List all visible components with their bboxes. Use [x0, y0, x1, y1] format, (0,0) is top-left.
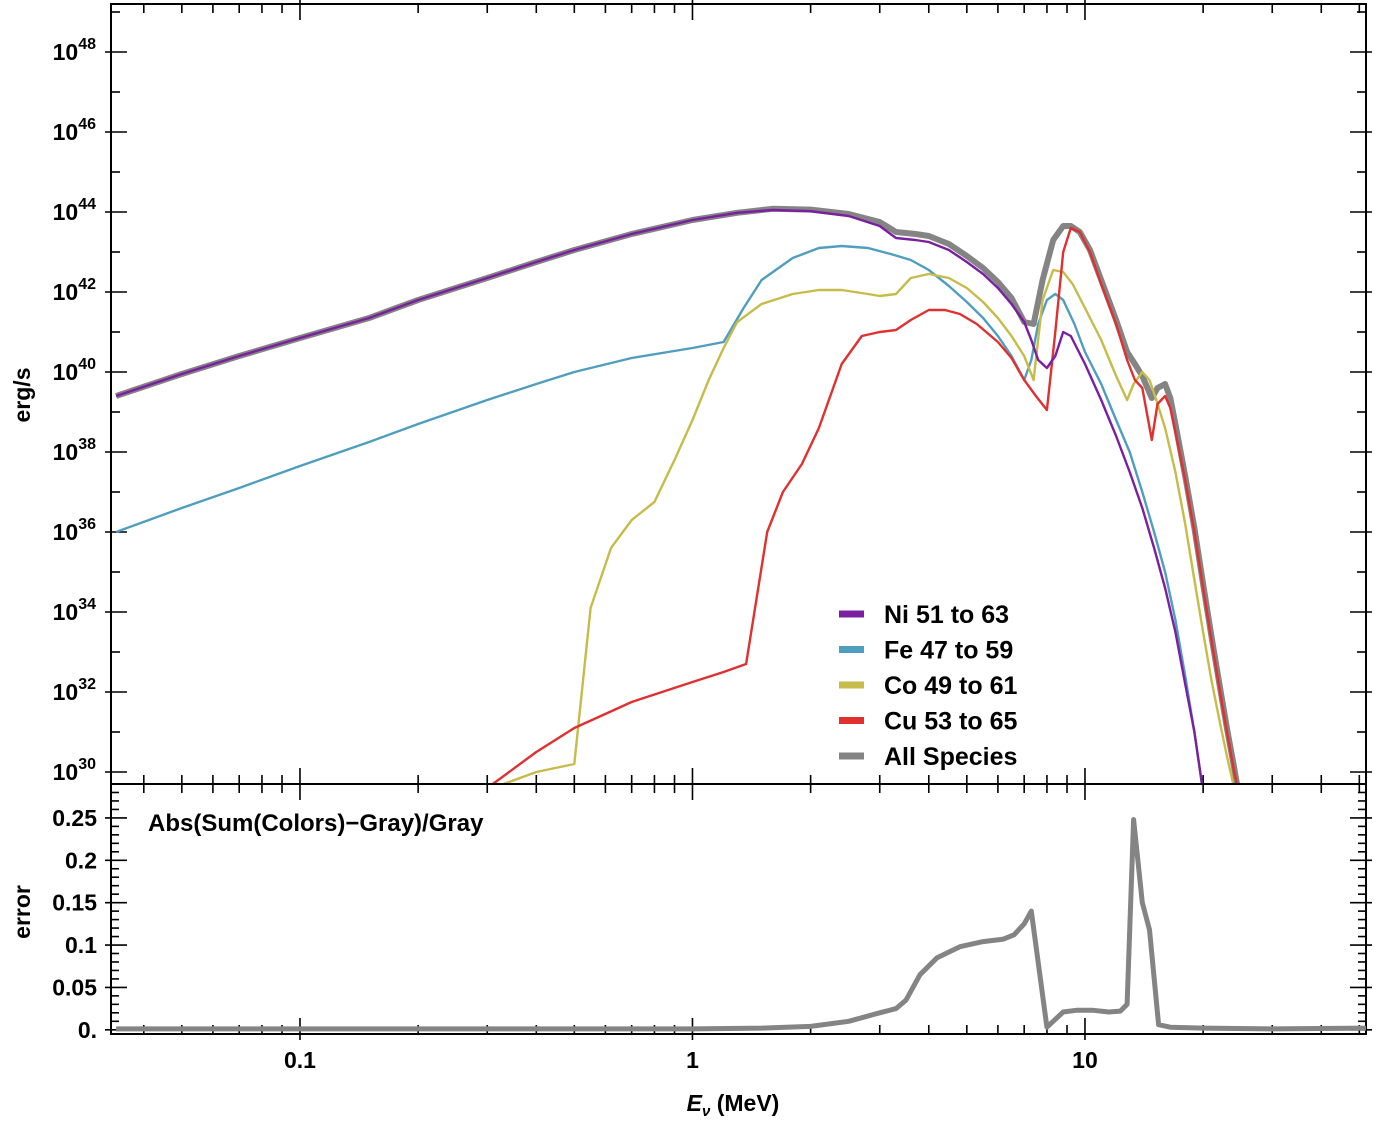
y-tick-label-base: 10: [53, 679, 79, 705]
top-y-axis-title: erg/s: [9, 368, 35, 423]
legend-label: Co 49 to 61: [884, 672, 1017, 700]
series-line: [115, 244, 1204, 784]
x-tick-labels: 0.1 1 10: [284, 1047, 1098, 1073]
series-line: [492, 226, 1239, 784]
y-tick-label-base: 10: [53, 39, 79, 65]
y-tick-label: 1030: [53, 756, 96, 785]
y-tick-label-exponent: 30: [78, 756, 96, 773]
legend: Ni 51 to 63 Fe 47 to 59 Co 49 to 61 Cu 53 t…: [839, 601, 1017, 771]
bottom-y-tick-labels: 0. 0.05 0.1 0.15 0.2 0.25: [52, 805, 97, 1043]
y-tick-label: 1038: [53, 436, 96, 465]
bottom-plot-frame: [110, 783, 1367, 1035]
bottom-y-axis-title: error: [9, 885, 35, 939]
x-axis-title-sub: ν: [702, 1103, 711, 1120]
top-axis-ticks: [105, 0, 1372, 784]
y-tick-label: 1040: [53, 356, 96, 385]
y-tick-label: 0.1: [65, 932, 97, 958]
y-tick-label-base: 10: [53, 199, 79, 225]
y-tick-label: 0.15: [52, 890, 97, 916]
x-axis-title-main: E: [687, 1090, 703, 1116]
y-tick-label-exponent: 38: [78, 436, 96, 453]
y-tick-label-exponent: 36: [78, 516, 96, 533]
x-tick-label: 10: [1072, 1047, 1098, 1073]
y-tick-label: 1042: [53, 276, 96, 305]
y-tick-label-exponent: 42: [78, 276, 96, 293]
legend-label: Fe 47 to 59: [884, 637, 1013, 665]
y-tick-label: 0.2: [65, 847, 97, 873]
y-tick-label-base: 10: [53, 759, 79, 785]
error-annotation: Abs(Sum(Colors)−Gray)/Gray: [148, 810, 484, 837]
y-tick-label-exponent: 34: [78, 596, 96, 613]
y-tick-label: 1048: [53, 36, 96, 65]
error-line: [116, 817, 1366, 1032]
y-tick-label-base: 10: [53, 119, 79, 145]
x-axis-title-unit: (MeV): [710, 1090, 779, 1116]
y-tick-label-exponent: 48: [78, 36, 96, 53]
bottom-panel: 0. 0.05 0.1 0.15 0.2 0.25 0.1 1 10 Abs(Sum(Colo…: [9, 783, 1372, 1120]
x-tick-label: 1: [686, 1047, 699, 1073]
y-tick-label-exponent: 32: [78, 676, 96, 693]
y-tick-label-exponent: 44: [78, 196, 96, 213]
x-tick-label: 0.1: [284, 1047, 316, 1073]
y-tick-label-base: 10: [53, 359, 79, 385]
y-tick-label-base: 10: [53, 599, 79, 625]
legend-label: Ni 51 to 63: [884, 601, 1009, 629]
series-line: [115, 208, 1204, 784]
y-tick-label-base: 10: [53, 279, 79, 305]
bottom-series-lines: [116, 817, 1366, 1032]
y-tick-label-exponent: 40: [78, 356, 96, 373]
y-tick-label: 1044: [53, 196, 96, 225]
y-tick-label: 1046: [53, 116, 96, 145]
y-tick-label: 1036: [53, 516, 96, 545]
y-tick-label-base: 10: [53, 519, 79, 545]
legend-label: All Species: [884, 743, 1017, 771]
top-series-lines: [115, 205, 1241, 784]
y-tick-label: 1034: [53, 596, 96, 625]
y-tick-label-base: 10: [53, 439, 79, 465]
y-tick-label: 0.05: [52, 974, 97, 1000]
y-tick-label: 1032: [53, 676, 96, 705]
x-axis-title: Eν (MeV): [687, 1090, 780, 1120]
series-line: [115, 205, 1241, 784]
y-tick-label-exponent: 46: [78, 116, 96, 133]
y-tick-label: 0.: [78, 1017, 97, 1043]
series-line: [500, 268, 1235, 784]
top-panel: 1030103210341036103810401042104410461048…: [9, 0, 1372, 785]
legend-label: Cu 53 to 65: [884, 708, 1017, 736]
y-tick-label: 0.25: [52, 805, 97, 831]
